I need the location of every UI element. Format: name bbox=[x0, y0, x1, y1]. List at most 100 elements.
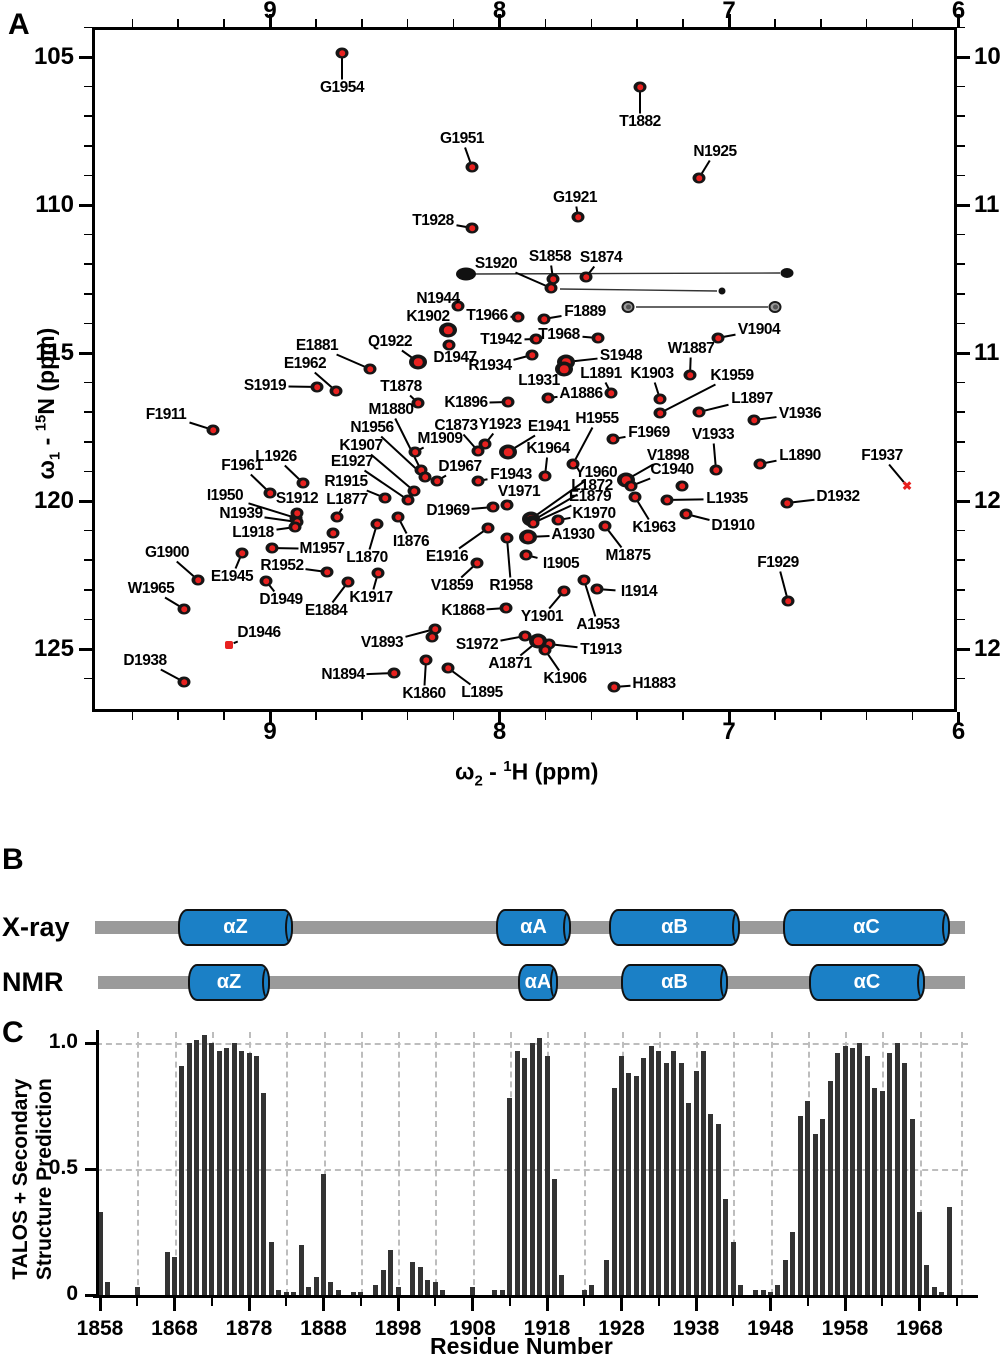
sidechain-connector-line bbox=[471, 272, 781, 275]
x-major-tick bbox=[98, 1298, 102, 1311]
peak-label-L1895: L1895 bbox=[461, 684, 503, 701]
y-tick-label-right: 120 bbox=[974, 487, 1000, 514]
peak-label-K1917: K1917 bbox=[349, 589, 393, 606]
peak-leader-line bbox=[233, 640, 239, 645]
row-name-X-ray: X-ray bbox=[2, 912, 70, 942]
peak-leader-line bbox=[635, 477, 651, 486]
peak-dot bbox=[577, 574, 591, 586]
peak-leader-line bbox=[486, 607, 502, 611]
x-minor-tick bbox=[315, 712, 317, 720]
peak-dot-red-square bbox=[225, 641, 233, 649]
x-minor-tick bbox=[583, 1298, 586, 1306]
peak-dot-center bbox=[560, 587, 568, 595]
peak-dot bbox=[781, 595, 795, 607]
peak-label-K1860: K1860 bbox=[402, 685, 446, 702]
peak-label-M1875: M1875 bbox=[605, 547, 651, 564]
peak-dot bbox=[486, 501, 500, 513]
gridline-v bbox=[919, 1032, 922, 1295]
peak-dot-center bbox=[522, 551, 530, 559]
peak-dot bbox=[538, 470, 552, 482]
x-minor-tick bbox=[865, 712, 868, 720]
peak-label-E1927: E1927 bbox=[330, 453, 374, 470]
peak-dot-center bbox=[533, 636, 543, 646]
helix-end-cap bbox=[262, 966, 268, 999]
bar-residue-1924 bbox=[589, 1285, 595, 1295]
peak-leader-line bbox=[535, 493, 578, 520]
peak-label-E1884: E1884 bbox=[304, 602, 348, 619]
y-minor-tick bbox=[957, 589, 965, 591]
peak-label-D1938: D1938 bbox=[123, 652, 167, 669]
peak-label-L1897: L1897 bbox=[731, 390, 773, 407]
peak-label-A1930: A1930 bbox=[551, 526, 595, 543]
peak-dot bbox=[591, 332, 605, 344]
y-minor-tick bbox=[84, 174, 92, 177]
peak-leader-line bbox=[189, 421, 209, 430]
bar-residue-1938 bbox=[693, 1071, 699, 1295]
peak-dot bbox=[624, 480, 638, 492]
peak-dot bbox=[478, 438, 492, 450]
x-minor-tick bbox=[177, 712, 179, 720]
peak-leader-line bbox=[574, 427, 594, 461]
y-tick-label: 0.5 bbox=[48, 1156, 78, 1179]
bar-residue-1878 bbox=[246, 1053, 252, 1295]
peak-leader-line bbox=[636, 500, 650, 521]
y-tick-label-left: 105 bbox=[33, 43, 74, 70]
peak-dot bbox=[538, 644, 552, 656]
helix-cylinder-αB: αB bbox=[609, 909, 740, 946]
peak-dot bbox=[653, 407, 667, 419]
peak-leader-line bbox=[663, 383, 716, 412]
peak-dot-center bbox=[414, 399, 422, 407]
peak-leader-line bbox=[534, 480, 585, 517]
peak-dot-center bbox=[394, 513, 402, 521]
helix-end-cap bbox=[285, 911, 291, 944]
peak-leader-line bbox=[712, 443, 717, 466]
peak-label-I1905: I1905 bbox=[542, 555, 580, 572]
x-major-tick bbox=[843, 1298, 847, 1311]
peak-dot-center bbox=[194, 576, 202, 584]
bar-residue-1887 bbox=[313, 1277, 319, 1295]
peak-dot bbox=[711, 332, 725, 344]
x-minor-tick bbox=[865, 19, 868, 27]
y-minor-tick bbox=[957, 115, 965, 117]
peak-dot-center bbox=[445, 341, 453, 349]
peak-dot bbox=[430, 475, 444, 487]
gray-peak-center bbox=[625, 304, 631, 310]
bar-residue-1948 bbox=[768, 1292, 773, 1295]
x-minor-tick bbox=[315, 19, 317, 27]
gridline-v bbox=[472, 1032, 475, 1295]
peak-label-A1886: A1886 bbox=[559, 385, 603, 402]
bar-residue-1959 bbox=[849, 1048, 855, 1295]
peak-dot-center bbox=[323, 568, 331, 576]
peak-label-I1950: I1950 bbox=[206, 487, 244, 504]
peak-label-F1943: F1943 bbox=[490, 466, 532, 483]
x-tick-label-bottom: 9 bbox=[263, 718, 277, 745]
y-minor-tick bbox=[957, 677, 965, 680]
x-tick-label: 1908 bbox=[449, 1317, 496, 1340]
peak-dot-red-x: ✖ bbox=[901, 479, 913, 493]
bar-residue-1867 bbox=[164, 1252, 170, 1295]
peak-label-E1962: E1962 bbox=[283, 355, 327, 372]
x-minor-tick bbox=[774, 19, 776, 27]
bar-residue-1858 bbox=[97, 1212, 103, 1295]
peak-leader-line bbox=[550, 265, 554, 275]
peak-dot bbox=[341, 576, 355, 588]
peak-dot-center bbox=[431, 625, 439, 633]
peak-label-T1882: T1882 bbox=[619, 113, 661, 130]
bar-residue-1901 bbox=[417, 1267, 423, 1295]
peak-dot bbox=[363, 363, 377, 375]
peak-dot bbox=[206, 424, 220, 436]
peak-dot bbox=[465, 161, 479, 173]
peak-dot bbox=[177, 603, 191, 615]
peak-leader-line bbox=[464, 147, 472, 163]
peak-label-L1870: L1870 bbox=[346, 549, 388, 566]
bar-residue-1914 bbox=[514, 1051, 520, 1295]
peak-leader-line bbox=[618, 684, 631, 688]
bar-residue-1881 bbox=[268, 1242, 274, 1295]
peak-dot-center bbox=[523, 532, 533, 542]
peak-dot-center bbox=[714, 334, 722, 342]
peak-label-K1907: K1907 bbox=[339, 437, 383, 454]
peak-dot bbox=[511, 311, 525, 323]
peak-dot-center bbox=[695, 408, 703, 416]
peak-dot-center bbox=[381, 494, 389, 502]
peak-dot bbox=[408, 446, 422, 458]
